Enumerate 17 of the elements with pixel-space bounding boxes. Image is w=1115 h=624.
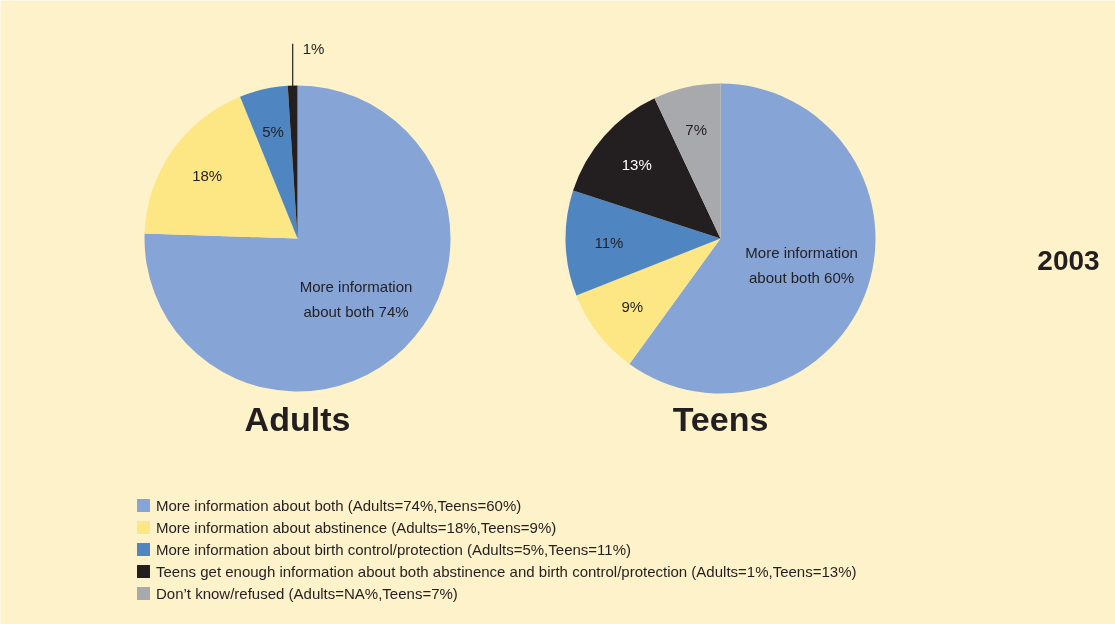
legend-label: More information about abstinence (Adults=18%,Teens=9%) — [156, 518, 557, 536]
data-label: More information about both 74% — [299, 277, 413, 321]
data-label: 9% — [621, 298, 644, 316]
data-label: 7% — [685, 121, 707, 139]
data-label: 1% — [302, 40, 325, 58]
legend-label: More information about both (Adults=74%,Teens=60%) — [156, 496, 522, 514]
text: 2003 — [1037, 245, 1100, 276]
data-label: 18% — [192, 166, 223, 184]
slice-label: Teens — [672, 399, 769, 438]
data-label: 11% — [594, 233, 624, 251]
legend-label: Don’t know/refused (Adults=NA%,Teens=7%) — [156, 584, 458, 602]
data-label: 5% — [262, 122, 284, 140]
legend-label: Teens get enough information about both abstinence and birth control/protection (Adults=1%,Teens=13%) — [156, 562, 857, 580]
slice-label: Adults — [244, 399, 351, 438]
data-label: 13% — [621, 156, 652, 174]
data-label: More information about both 60% — [745, 243, 858, 287]
legend-label: More information about birth control/protection (Adults=5%,Teens=11%) — [156, 540, 631, 558]
